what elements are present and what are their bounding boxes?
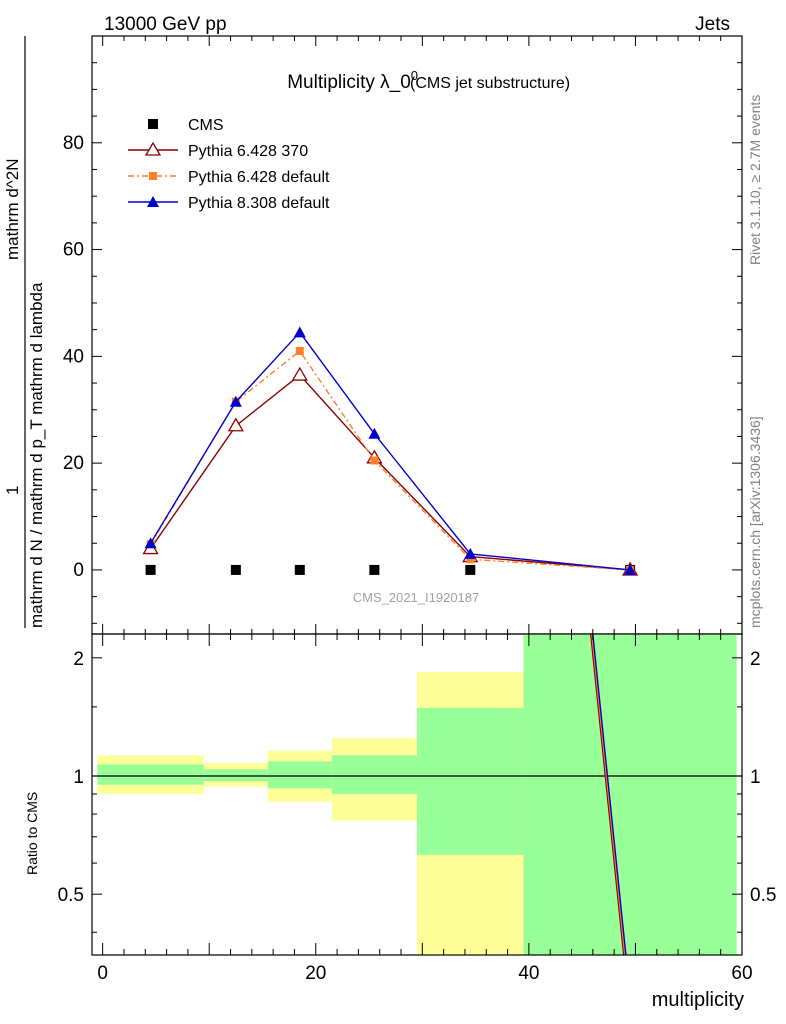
legend-marker-pythia-6-428-370 (144, 141, 162, 156)
main-ytick-label: 60 (63, 240, 84, 261)
chart-subtitle: (CMS jet substructure) (410, 75, 570, 92)
data-point-pythia-8-308-default (624, 563, 637, 575)
xtick-label: 0 (97, 963, 108, 984)
legend-label-cms: CMS (188, 117, 224, 134)
data-point-pythia-6-428-default (466, 555, 475, 564)
data-point-pythia-8-308-default (464, 547, 477, 559)
data-point-cms (145, 564, 156, 575)
data-point-pythia-8-308-default (368, 427, 381, 439)
data-point-pythia-6-428-default (370, 456, 379, 465)
ratio-ytick-label-right: 1 (750, 767, 761, 788)
data-point-pythia-6-428-370 (291, 366, 308, 381)
legend-marker-cms (148, 119, 158, 129)
data-point-pythia-8-308-default (144, 537, 157, 549)
data-point-pythia-6-428-default (295, 347, 304, 356)
header-right: Jets (695, 14, 730, 35)
series-line-pythia-6-428-default (149, 349, 631, 571)
xtick-label: 60 (731, 963, 752, 984)
ratio-band-inner (203, 769, 268, 782)
data-point-cms (465, 564, 476, 575)
ratio-ytick-label: 2 (73, 649, 84, 670)
series-line-pythia-8-308-default (150, 331, 631, 571)
ratio-ylabel: Ratio to CMS (24, 792, 40, 875)
legend: CMS Pythia 6.428 370 Pythia 6.428 default P… (128, 117, 330, 212)
main-ytick-label: 0 (73, 560, 84, 581)
ratio-ytick-label-right: 0.5 (750, 885, 776, 906)
legend-marker-pythia-6-428-default (149, 172, 157, 180)
ratio-line-pythia-6-428-default (591, 633, 626, 956)
data-point-cms (369, 564, 380, 575)
ratio-band-inner (97, 764, 204, 785)
xlabel: multiplicity (652, 989, 744, 1011)
ylabel-top: mathrm d^2N (3, 158, 22, 260)
rivet-label: Rivet 3.1.10, ≥ 2.7M events (747, 95, 763, 265)
header-left: 13000 GeV pp (104, 14, 227, 35)
xtick-label: 40 (518, 963, 539, 984)
data-point-pythia-8-308-default (229, 395, 242, 407)
ylabel-denominator: mathrm d N / mathrm d p_T mathrm d lambd… (27, 282, 46, 628)
data-point-pythia-8-308-default (293, 326, 306, 338)
ratio-ytick-label: 1 (73, 767, 84, 788)
mcplots-label: mcplots.cern.ch [arXiv:1306.3436] (747, 416, 763, 628)
ratio-plot-marks (92, 633, 742, 956)
xtick-label: 20 (305, 963, 326, 984)
ratio-line-pythia-8-308-default (592, 633, 627, 956)
data-point-cms (230, 564, 241, 575)
ratio-plot-bands (97, 634, 737, 955)
ratio-plot-axes: 0.5 0.51 12 20 20 40 60 (58, 633, 776, 984)
chart-title: Multiplicity λ_00 (287, 68, 418, 93)
ratio-band-inner (523, 634, 737, 955)
main-ytick-label: 40 (63, 346, 84, 367)
ylabel-numerator: 1 (3, 486, 22, 495)
ratio-ytick-label: 0.5 (58, 885, 84, 906)
ratio-band-inner (267, 761, 332, 789)
legend-label-pythia-6-428-default: Pythia 6.428 default (188, 169, 330, 186)
series-line-pythia-6-428-370 (150, 374, 631, 571)
analysis-watermark: CMS_2021_I1920187 (353, 590, 480, 605)
data-point-pythia-6-428-370 (227, 417, 244, 432)
main-plot-axes: 0 20 40 60 80 (63, 35, 743, 635)
ratio-line-pythia-6-428-370 (590, 633, 625, 956)
ratio-plot-frame (91, 633, 743, 956)
main-ylabel: mathrm d N / mathrm d p_T mathrm d lambd… (3, 36, 46, 628)
ratio-band-inner (417, 708, 524, 855)
ratio-band-inner (331, 755, 417, 794)
main-ytick-label: 20 (63, 453, 84, 474)
main-plot-marks (142, 326, 639, 576)
data-point-cms (294, 564, 305, 575)
ratio-ytick-label-right: 2 (750, 649, 761, 670)
legend-label-pythia-6-428-370: Pythia 6.428 370 (188, 143, 308, 160)
legend-marker-pythia-8-308-default (147, 196, 159, 207)
legend-label-pythia-8-308-default: Pythia 8.308 default (188, 195, 330, 212)
main-ytick-label: 80 (63, 133, 84, 154)
